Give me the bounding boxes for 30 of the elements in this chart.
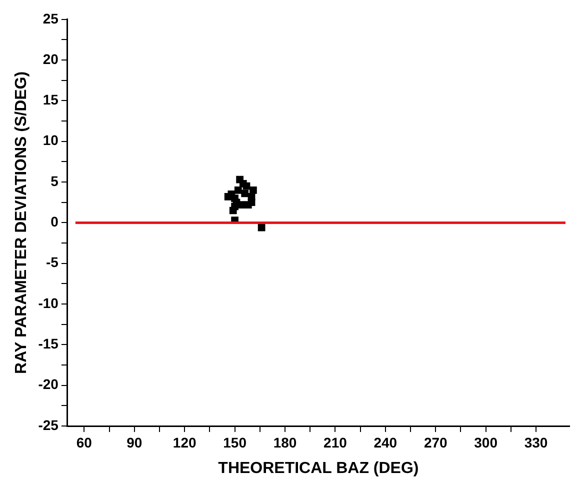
y-tick-label: 0 bbox=[50, 214, 59, 230]
y-tick-label: 20 bbox=[42, 50, 59, 67]
y-axis-title: RAY PARAMETER DEVIATIONS (S/DEG) bbox=[13, 71, 30, 374]
y-tick-label: -15 bbox=[38, 336, 59, 352]
x-tick-label: 120 bbox=[172, 434, 196, 450]
point bbox=[238, 201, 246, 208]
y-tick-label: -5 bbox=[46, 254, 59, 270]
x-tick-label: 300 bbox=[474, 434, 498, 450]
y-tick-label: 5 bbox=[50, 172, 59, 189]
x-tick-label: 90 bbox=[126, 434, 142, 450]
point bbox=[234, 186, 242, 194]
point bbox=[258, 224, 266, 232]
y-tick-label: -25 bbox=[38, 416, 59, 433]
x-tick-label: 180 bbox=[273, 434, 297, 450]
y-tick-label: 10 bbox=[42, 132, 59, 148]
point bbox=[242, 182, 250, 190]
x-tick-label: 210 bbox=[324, 434, 348, 450]
y-tick-label: 25 bbox=[42, 10, 59, 26]
x-tick-label: 150 bbox=[223, 434, 247, 450]
x-axis-title: THEORETICAL BAZ (DEG) bbox=[218, 460, 419, 477]
point bbox=[250, 186, 257, 194]
x-tick-label: 60 bbox=[76, 434, 92, 450]
x-tick-label: 270 bbox=[424, 434, 448, 450]
point bbox=[241, 190, 249, 198]
y-tick-label: 15 bbox=[42, 92, 59, 108]
point bbox=[248, 198, 256, 206]
y-tick-label: -10 bbox=[38, 294, 59, 311]
x-tick-label: 240 bbox=[374, 434, 398, 450]
y-tick-label: -20 bbox=[38, 376, 59, 392]
x-tick-label: 330 bbox=[524, 434, 548, 450]
